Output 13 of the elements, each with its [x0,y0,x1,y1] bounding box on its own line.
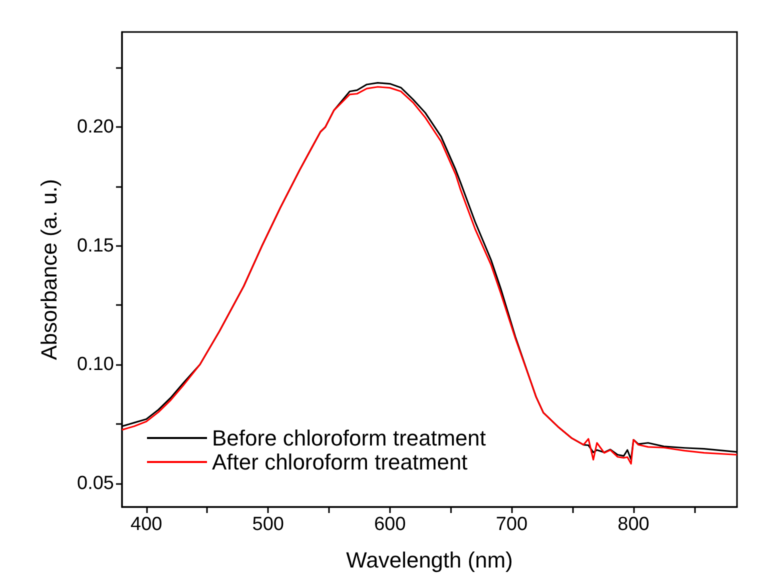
x-axis-title: Wavelength (nm) [346,548,513,572]
y-tick-label: 0.05 [77,472,114,494]
x-tick-label: 400 [130,514,162,535]
legend-label: Before chloroform treatment [212,426,486,450]
x-tick-label: 600 [374,514,406,535]
y-tick-label: 0.15 [77,235,114,256]
legend-label: After chloroform treatment [212,450,468,474]
y-tick-label: 0.10 [77,354,114,375]
x-tick-label: 800 [618,514,650,535]
y-tick-label: 0.20 [77,116,114,138]
y-axis-title: Absorbance (a. u.) [36,179,62,360]
x-tick-label: 500 [252,514,284,535]
x-tick-label: 700 [496,514,528,535]
